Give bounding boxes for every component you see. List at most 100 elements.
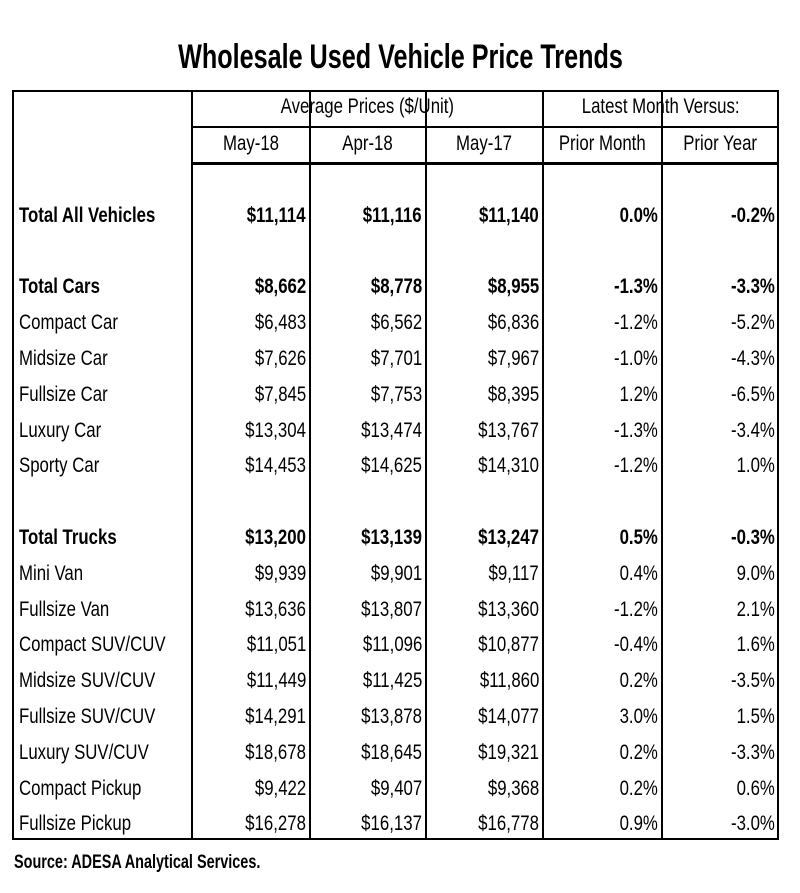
- total-row-value: $8,955: [426, 269, 539, 305]
- table-row-value-text: -5.2%: [731, 311, 775, 335]
- total-row-label: Total Cars: [19, 269, 192, 305]
- table-row-value: $8,395: [426, 377, 539, 413]
- table-row-value: 1.2%: [543, 377, 658, 413]
- total-row-label-text: Total Cars: [19, 275, 100, 299]
- column-header-text: Prior Month: [559, 132, 646, 155]
- table-row-value-text: $7,626: [254, 347, 306, 370]
- table-row-value-text: 0.2%: [619, 740, 658, 764]
- table-row-value-text: -6.5%: [731, 382, 775, 406]
- table-row-value-text: $14,453: [245, 454, 306, 478]
- table-row-value: $7,626: [192, 341, 306, 377]
- table-row-value: $13,807: [310, 592, 422, 628]
- total-row-value-text: $11,116: [363, 203, 422, 227]
- table-row-label-text: Compact Car: [19, 311, 118, 335]
- table-row-value-text: $11,860: [479, 669, 539, 693]
- table-row-value: $13,636: [192, 592, 306, 628]
- column-header-text: Prior Year: [683, 132, 758, 155]
- table-row-value: 0.6%: [662, 771, 775, 807]
- header-latest-month-versus-text: Latest Month Versus:: [582, 95, 740, 118]
- table-row-label-text: Fullsize SUV/CUV: [19, 705, 156, 728]
- table-row-label-text: Fullsize Car: [19, 382, 108, 406]
- total-row-value-text: $8,662: [254, 275, 306, 299]
- header-average-prices: Average Prices ($/Unit): [192, 89, 543, 125]
- header-average-prices-text: Average Prices ($/Unit): [280, 95, 455, 118]
- table-row-value: $9,407: [310, 771, 422, 807]
- price-trends-table: Average Prices ($/Unit) Latest Month Vers…: [12, 90, 779, 840]
- total-row-value-text: 0.5%: [619, 526, 658, 549]
- table-row-value-text: -3.0%: [731, 812, 775, 836]
- table-row-value: 3.0%: [543, 699, 658, 735]
- table-row-label-text: Luxury Car: [19, 418, 102, 442]
- table-row-value-text: -1.2%: [614, 454, 658, 478]
- table-row-value-text: $13,636: [245, 597, 306, 621]
- table-row-value: -5.2%: [662, 305, 775, 341]
- column-header: Prior Year: [662, 126, 779, 162]
- table-row-value-text: 1.0%: [736, 454, 775, 478]
- table-row-value: $14,453: [192, 448, 306, 484]
- column-divider: [309, 92, 311, 838]
- total-row-label-text: Total All Vehicles: [19, 203, 156, 227]
- column-divider: [191, 92, 193, 838]
- table-row-value-text: $11,096: [362, 633, 422, 657]
- total-row-value-text: 0.0%: [619, 203, 658, 227]
- total-row-value-text: $11,114: [247, 203, 306, 227]
- total-row-value-text: $11,140: [479, 203, 539, 227]
- table-row-value-text: $9,901: [370, 561, 422, 585]
- table-row-label: Sporty Car: [19, 448, 192, 484]
- total-row-value-text: -1.3%: [614, 275, 658, 299]
- total-row-value: $11,114: [192, 198, 306, 234]
- table-row-value-text: $9,939: [254, 561, 306, 585]
- table-row-label: Fullsize Car: [19, 377, 192, 413]
- table-row-value-text: $6,483: [254, 311, 306, 335]
- table-row-value: $14,291: [192, 699, 306, 735]
- table-row-value: $14,077: [426, 699, 539, 735]
- table-row-label: Compact Pickup: [19, 771, 192, 807]
- column-header: May-18: [192, 126, 310, 162]
- table-row-value: 0.2%: [543, 735, 658, 771]
- table-row-value: $9,901: [310, 556, 422, 592]
- table-row-value: 0.9%: [543, 806, 658, 842]
- table-row-value: -3.0%: [662, 806, 775, 842]
- table-row-value: $19,321: [426, 735, 539, 771]
- table-row-value-text: 0.6%: [736, 776, 775, 800]
- table-row-value-text: $7,967: [487, 347, 539, 370]
- table-row-value: $6,836: [426, 305, 539, 341]
- table-row-value-text: 3.0%: [619, 705, 658, 728]
- table-row-label: Midsize SUV/CUV: [19, 663, 192, 699]
- table-row-value: $6,562: [310, 305, 422, 341]
- table-row-value: $9,368: [426, 771, 539, 807]
- total-row-value-text: -3.3%: [731, 275, 775, 299]
- table-row-label-text: Sporty Car: [19, 454, 100, 478]
- table-row-value-text: $13,807: [361, 597, 422, 621]
- total-row-label: Total All Vehicles: [19, 198, 192, 234]
- total-row-value: $11,140: [426, 198, 539, 234]
- table-row-value-text: $9,407: [370, 776, 422, 800]
- table-row-label: Luxury Car: [19, 413, 192, 449]
- table-row-label: Midsize Car: [19, 341, 192, 377]
- table-row-label: Luxury SUV/CUV: [19, 735, 192, 771]
- table-row-value-text: 0.2%: [619, 669, 658, 693]
- table-row-value-text: $13,474: [361, 418, 422, 442]
- table-row-value: $14,310: [426, 448, 539, 484]
- table-row-value: -6.5%: [662, 377, 775, 413]
- header-latest-month-versus: Latest Month Versus:: [543, 89, 779, 125]
- table-row-value: $10,877: [426, 627, 539, 663]
- table-row-value: -3.5%: [662, 663, 775, 699]
- table-row-value-text: 9.0%: [736, 561, 775, 585]
- table-row-value: $18,645: [310, 735, 422, 771]
- table-row-label-text: Mini Van: [19, 561, 84, 585]
- table-row-value-text: $14,077: [478, 705, 539, 728]
- total-row-value: $13,200: [192, 520, 306, 556]
- table-row-value: -4.3%: [662, 341, 775, 377]
- table-row-label-text: Midsize SUV/CUV: [19, 669, 156, 693]
- column-header: Apr-18: [310, 126, 426, 162]
- table-row-value-text: $9,422: [254, 776, 306, 800]
- table-row-value-text: 1.5%: [736, 705, 775, 728]
- table-row-label: Compact SUV/CUV: [19, 627, 192, 663]
- table-row-label: Fullsize Pickup: [19, 806, 192, 842]
- table-row-label-text: Midsize Car: [19, 347, 108, 370]
- table-row-value: 0.2%: [543, 663, 658, 699]
- source-note: Source: ADESA Analytical Services.: [14, 852, 261, 873]
- table-row-value: $11,860: [426, 663, 539, 699]
- total-row-value-text: -0.3%: [731, 526, 775, 549]
